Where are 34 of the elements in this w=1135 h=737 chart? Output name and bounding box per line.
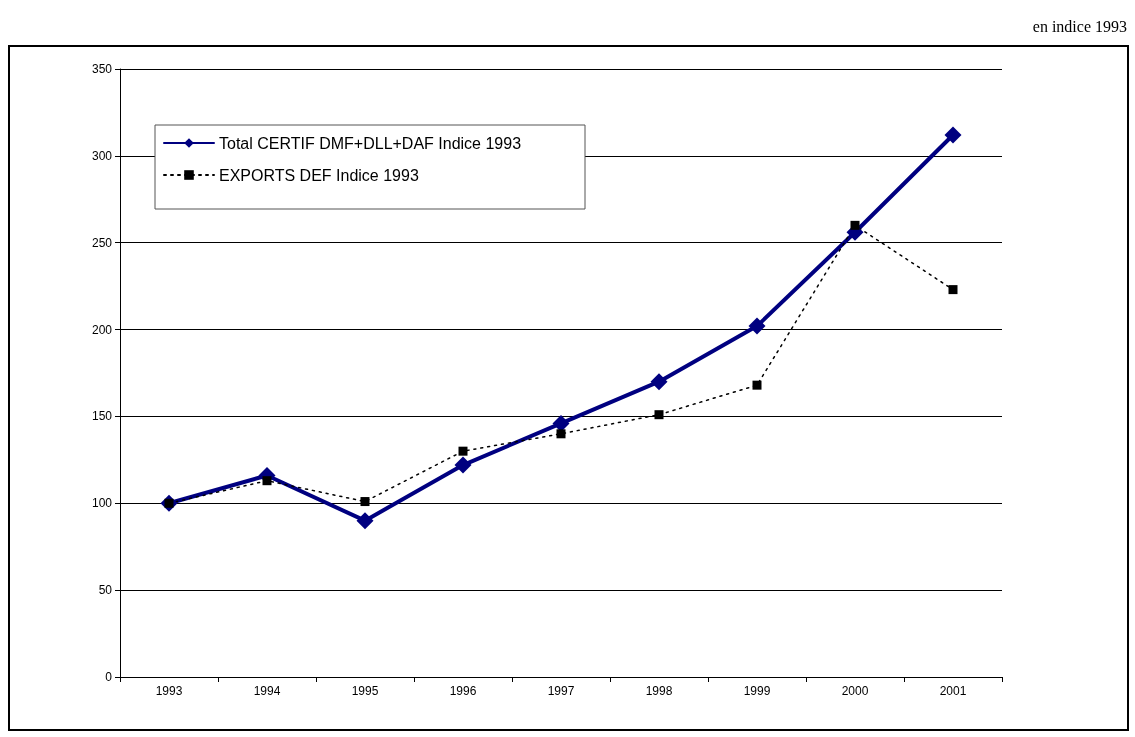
- x-tick-label: 1993: [155, 684, 183, 698]
- y-tick-label: 50: [98, 583, 113, 598]
- point: [458, 446, 468, 456]
- point: [944, 126, 962, 144]
- y-tick-label: 300: [91, 148, 113, 163]
- point: [552, 414, 570, 432]
- point: [356, 512, 374, 530]
- y-tick-label: 100: [91, 496, 113, 511]
- x-tick-label: 1997: [547, 684, 575, 698]
- point: [850, 220, 860, 230]
- y-tick-label: 350: [91, 62, 113, 76]
- point: [752, 380, 762, 390]
- point: [360, 497, 370, 507]
- text: en indice 1993: [1032, 18, 1127, 36]
- point: [650, 373, 668, 391]
- y-tick-label: 200: [91, 322, 113, 337]
- y-tick-label: 150: [91, 409, 113, 424]
- point: [556, 429, 566, 439]
- point: [454, 456, 472, 474]
- y-tick-label: 0: [105, 670, 113, 684]
- x-tick-label: 2001: [939, 684, 967, 698]
- legend-label: Total CERTIF DMF+DLL+DAF Indice 1993: [219, 134, 522, 152]
- x-tick-label: 1998: [645, 684, 673, 698]
- point: [654, 410, 664, 420]
- point: [948, 285, 958, 295]
- point: [262, 476, 272, 486]
- x-tick-label: 2000: [841, 684, 869, 698]
- x-tick-label: 1995: [351, 684, 379, 698]
- x-tick-label: 1999: [743, 684, 771, 698]
- point: [748, 317, 766, 335]
- y-tick-label: 250: [91, 235, 113, 250]
- legend-label: EXPORTS DEF Indice 1993: [219, 166, 419, 184]
- x-tick-label: 1996: [449, 684, 477, 698]
- x-tick-label: 1994: [253, 684, 281, 698]
